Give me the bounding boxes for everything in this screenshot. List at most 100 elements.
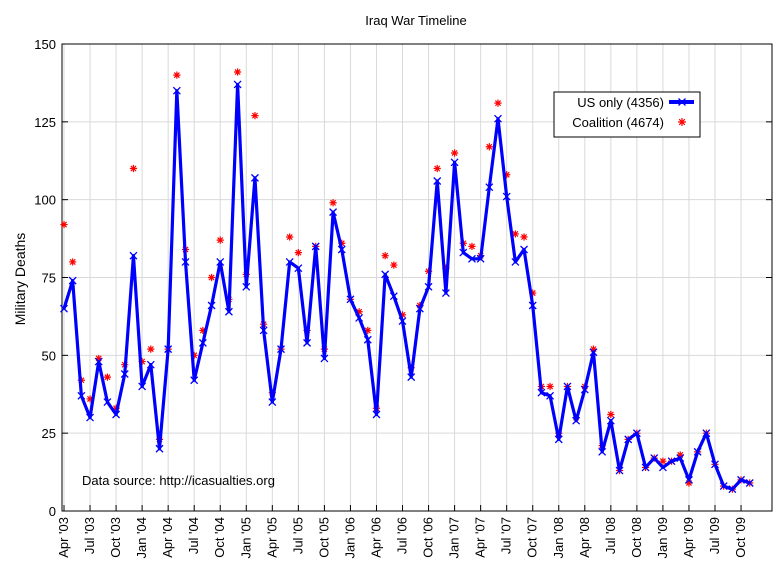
coalition-point <box>95 354 103 363</box>
y-tick-label: 25 <box>42 426 56 441</box>
us-point <box>372 410 381 419</box>
us-point <box>658 463 667 472</box>
us-point <box>346 295 355 304</box>
us-point <box>520 245 528 254</box>
us-series-line <box>62 82 751 491</box>
us-point <box>251 173 259 182</box>
us-point <box>277 345 285 354</box>
us-point <box>224 307 233 316</box>
us-point <box>103 398 112 406</box>
us-point <box>745 479 754 487</box>
coalition-point <box>589 345 598 353</box>
x-tick-label: Jan '04 <box>134 517 149 559</box>
x-tick-label: Jul '03 <box>82 517 97 554</box>
us-point <box>198 338 207 347</box>
coalition-point <box>199 326 207 335</box>
chart-title: Iraq War Timeline <box>365 13 466 28</box>
x-tick-label: Oct '09 <box>733 517 748 558</box>
axis-ticks: 0 25 50 75 100 125 150 Apr '03 Jul '03 Oct '03 Jan… <box>34 37 772 559</box>
us-point <box>685 475 693 484</box>
coalition-point <box>468 242 476 250</box>
us-point <box>650 454 659 463</box>
us-point <box>693 447 702 456</box>
us-point <box>632 429 641 438</box>
x-tick-label: Jan '07 <box>447 517 462 559</box>
x-tick-label: Oct '03 <box>108 517 123 558</box>
coalition-point <box>251 112 259 120</box>
x-tick-label: Jul '09 <box>707 517 722 554</box>
coalition-point <box>147 345 155 353</box>
us-point <box>120 370 129 378</box>
coalition-point <box>103 373 111 381</box>
us-point <box>528 301 537 310</box>
us-point <box>572 416 581 425</box>
legend: US only (4356) Coalition (4674) <box>553 91 701 138</box>
us-point <box>389 292 398 301</box>
coalition-point <box>529 289 537 297</box>
x-tick-label: Apr '05 <box>264 517 279 558</box>
us-point <box>407 373 416 382</box>
x-tick-label: Apr '07 <box>473 517 488 558</box>
us-point <box>468 254 476 263</box>
x-tick-label: Oct '08 <box>629 517 644 558</box>
us-point <box>433 177 442 185</box>
us-point <box>719 482 728 491</box>
coalition-point <box>685 479 693 487</box>
us-point <box>589 348 598 357</box>
coalition-point <box>511 230 519 238</box>
y-axis-title: Military Deaths <box>12 233 28 326</box>
us-point <box>190 376 199 385</box>
us-point <box>77 391 86 400</box>
us-series <box>60 80 754 494</box>
x-tick-label: Oct '04 <box>212 517 227 558</box>
x-tick-label: Jan '08 <box>551 517 566 559</box>
us-point <box>86 413 94 422</box>
us-point <box>233 80 242 89</box>
us-point <box>259 326 268 335</box>
us-point <box>606 416 615 425</box>
coalition-point <box>390 261 398 269</box>
coalition-point <box>173 71 181 79</box>
us-point <box>94 357 103 366</box>
coalition-point <box>659 457 667 465</box>
us-point <box>494 114 502 123</box>
coalition-point <box>485 143 493 151</box>
legend-marker-us <box>678 98 686 106</box>
us-point <box>60 304 68 313</box>
us-point <box>303 338 311 347</box>
data-source-annotation: Data source: http://icasualties.org <box>82 473 275 488</box>
x-tick-label: Jul '07 <box>499 517 514 554</box>
coalition-point <box>398 311 407 319</box>
coalition-point <box>234 68 242 76</box>
x-tick-label: Jul '06 <box>395 517 410 554</box>
us-point <box>415 304 424 313</box>
us-point <box>329 208 338 217</box>
legend-label-us: US only (4356) <box>577 95 664 110</box>
us-point <box>563 382 572 391</box>
us-point <box>129 251 138 260</box>
us-point <box>138 382 147 391</box>
us-point <box>363 335 372 344</box>
y-tick-label: 0 <box>49 504 56 519</box>
us-point <box>172 86 181 95</box>
coalition-point <box>503 171 511 179</box>
coalition-point <box>546 382 554 391</box>
coalition-point <box>190 351 198 359</box>
us-point <box>711 460 719 469</box>
us-point <box>502 192 511 201</box>
coalition-point <box>286 233 294 241</box>
us-point <box>598 447 607 456</box>
us-point <box>476 254 485 263</box>
coalition-point <box>329 199 337 207</box>
coalition-point <box>494 99 502 107</box>
us-point <box>511 257 520 266</box>
coalition-point <box>364 326 372 335</box>
coalition-point <box>442 264 450 272</box>
us-point <box>164 345 173 354</box>
x-tick-label: Apr '09 <box>681 517 696 558</box>
us-point <box>337 245 346 254</box>
us-point <box>216 257 225 266</box>
x-tick-label: Jul '05 <box>290 517 305 554</box>
us-point <box>268 398 277 406</box>
